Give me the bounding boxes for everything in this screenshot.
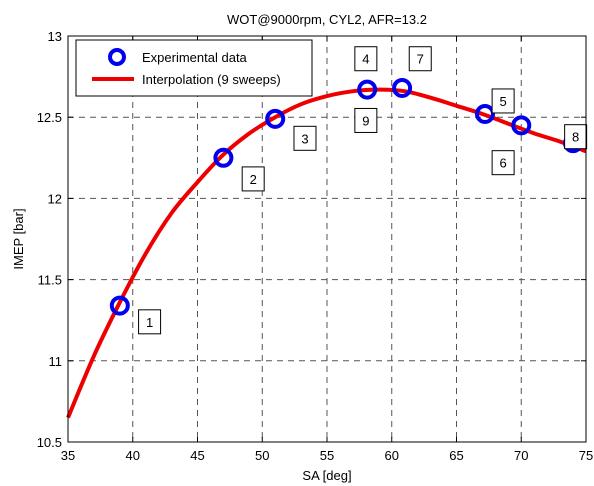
legend-label-experimental: Experimental data	[142, 50, 248, 65]
interpolation-line-group	[66, 87, 587, 419]
x-tick-label: 70	[514, 448, 528, 463]
experimental-data-point	[213, 147, 234, 168]
x-tick-label: 60	[385, 448, 399, 463]
x-tick-label: 40	[126, 448, 140, 463]
point-label-box	[293, 125, 317, 151]
y-tick-label: 13	[48, 29, 62, 44]
point-label-box	[354, 46, 378, 72]
point-label-box	[564, 124, 588, 150]
experimental-data-point	[511, 115, 532, 136]
grid-lines	[68, 36, 586, 442]
legend-box	[75, 39, 313, 97]
y-axis-title: IMEP [bar]	[11, 208, 26, 269]
y-tick-label: 11	[49, 354, 63, 369]
legend-marker-experimental	[108, 48, 126, 66]
x-tick-label: 35	[61, 448, 75, 463]
point-label: 5	[500, 94, 507, 109]
point-label-box	[408, 46, 432, 72]
experimental-markers-group	[109, 77, 584, 316]
experimental-data-point	[357, 79, 378, 100]
legend: Experimental data Interpolation (9 sweep…	[75, 39, 313, 97]
x-tick-label: 75	[579, 448, 593, 463]
point-label: 7	[417, 52, 424, 67]
point-label-box	[241, 166, 265, 192]
experimental-data-point	[392, 77, 413, 98]
experimental-data-point	[109, 295, 130, 316]
point-label: 1	[146, 315, 153, 330]
point-label: 3	[301, 131, 308, 146]
point-label: 8	[572, 130, 579, 145]
point-label-box	[138, 309, 162, 335]
point-label: 4	[362, 52, 369, 67]
x-tick-label: 65	[449, 448, 463, 463]
x-tick-labels: 35 40 45 50 55 60 65 70 75	[61, 448, 593, 463]
point-label: 2	[250, 172, 257, 187]
x-tick-label: 50	[255, 448, 269, 463]
y-tick-label: 12	[48, 191, 62, 206]
y-tick-label: 10.5	[37, 435, 62, 450]
experimental-data-point	[265, 108, 286, 129]
legend-label-interpolation: Interpolation (9 sweeps)	[142, 72, 281, 87]
interpolation-line	[66, 87, 587, 419]
chart-title: WOT@9000rpm, CYL2, AFR=13.2	[227, 12, 427, 27]
point-label-box	[354, 107, 378, 133]
y-tick-label: 11.5	[38, 273, 62, 288]
experimental-data-point	[474, 103, 495, 124]
point-labels-group: 1 2 3 4 9 7 5 6 8	[138, 46, 588, 335]
point-label-box	[491, 150, 515, 176]
point-label: 6	[500, 156, 507, 171]
x-tick-label: 55	[320, 448, 334, 463]
x-axis-title: SA [deg]	[302, 468, 351, 483]
y-tick-labels: 10.5 11 11.5 12 12.5 13	[37, 29, 62, 450]
x-tick-label: 45	[190, 448, 204, 463]
y-tick-label: 12.5	[37, 110, 62, 125]
point-label-box	[491, 88, 515, 114]
point-label: 9	[362, 113, 369, 128]
